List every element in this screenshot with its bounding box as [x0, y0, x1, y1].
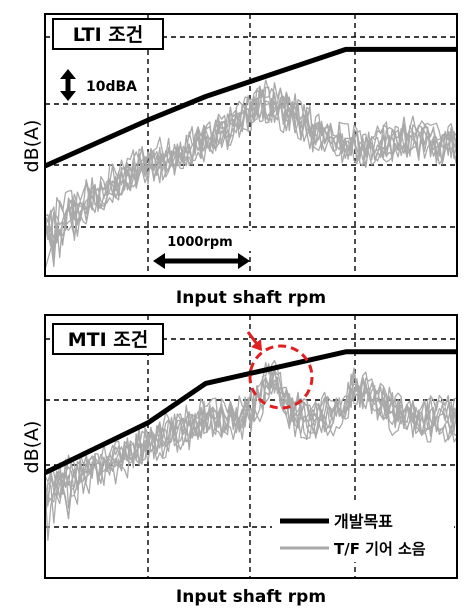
legend-entry-target: 개발목표	[334, 512, 393, 531]
highlight-circle	[248, 344, 314, 410]
noise-line	[44, 91, 458, 268]
legend: 개발목표 T/F 기어 소음	[272, 500, 454, 562]
highlight-arrow-icon	[246, 331, 262, 351]
noise-series	[44, 359, 458, 541]
noise-line	[44, 359, 458, 505]
y-axis-label: dB(A)	[21, 421, 43, 474]
panel-label-box	[52, 323, 164, 355]
noise-series	[44, 79, 458, 270]
x-axis-label: Input shaft rpm	[176, 587, 326, 607]
panel-label-box	[52, 18, 164, 50]
legend-bg	[272, 500, 454, 562]
noise-line	[44, 376, 458, 501]
y-axis-label: dB(A)	[21, 120, 43, 173]
noise-line	[44, 79, 458, 253]
panel-label: LTI 조건	[73, 24, 144, 46]
db-scale-arrow	[60, 69, 76, 101]
noise-line	[44, 363, 458, 507]
plot-frame	[44, 13, 458, 277]
rpm-scale-label-bg	[162, 231, 252, 251]
noise-line	[44, 91, 458, 240]
db-scale-label: 10dBA	[86, 79, 137, 95]
target-line	[43, 349, 457, 476]
plot-frame	[44, 314, 458, 579]
panel-mti: MTI 조건 개발목표 T/F 기어 소음 dB(A) Input shaft …	[21, 314, 458, 607]
legend-entry-noise: T/F 기어 소음	[334, 540, 426, 558]
panel-label: MTI 조건	[68, 329, 149, 351]
panel-lti: LTI 조건 10dBA 1000rpm dB(A) Input shaft r…	[21, 13, 458, 308]
rpm-scale-arrow	[153, 253, 250, 269]
x-axis-label: Input shaft rpm	[176, 288, 326, 308]
rpm-scale-label: 1000rpm	[167, 235, 232, 250]
target-line	[43, 46, 457, 169]
